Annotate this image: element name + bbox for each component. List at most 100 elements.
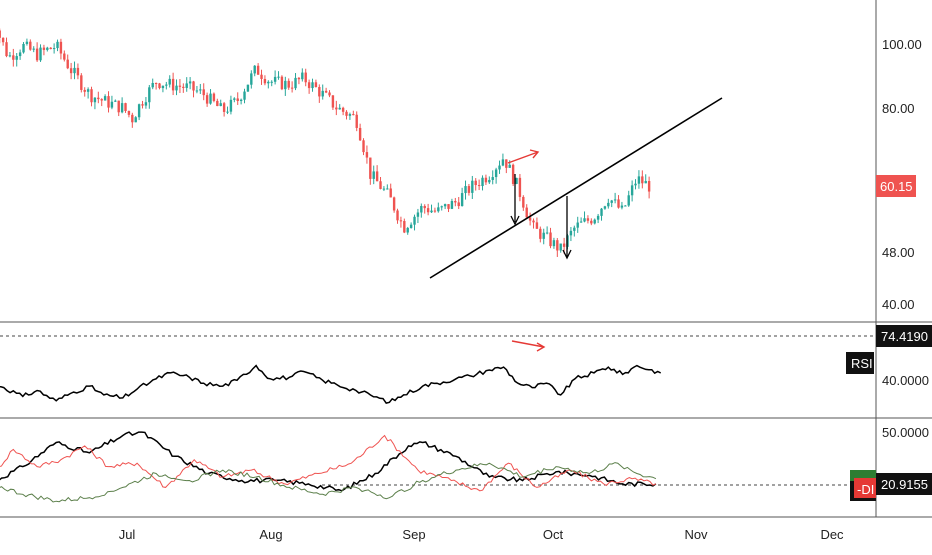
candle-body <box>392 197 396 211</box>
rsi-level-value: 74.4190 <box>881 329 928 344</box>
candle-body <box>277 76 280 78</box>
rsi-divergence-arrow <box>511 340 546 352</box>
candle-body <box>222 103 226 112</box>
candle-body <box>0 30 1 38</box>
candle-body <box>199 89 202 91</box>
candle-body <box>59 41 63 54</box>
candle-body <box>100 99 103 101</box>
price-axis: 100.00 80.00 48.00 40.00 <box>882 37 922 312</box>
candle-body <box>46 47 49 50</box>
candle-body <box>141 104 144 106</box>
candle-body <box>270 81 273 83</box>
candle-body <box>273 76 277 82</box>
candle-body <box>287 80 290 88</box>
candle-body <box>637 176 641 184</box>
candle-body <box>205 95 209 104</box>
candle-body <box>90 89 93 103</box>
candle-body <box>579 221 583 223</box>
candle-body <box>348 114 352 116</box>
time-axis: Jul Aug Sep Oct Nov Dec <box>119 527 844 542</box>
candle-body <box>338 107 341 110</box>
price-tick-label: 100.00 <box>882 37 922 52</box>
candle-body <box>137 104 141 118</box>
candle-body <box>522 196 525 208</box>
candle-body <box>171 78 175 91</box>
candle-body <box>263 78 267 84</box>
candle-body <box>528 217 532 221</box>
candle-body <box>331 95 335 108</box>
candle-body <box>386 188 389 190</box>
candle-body <box>219 103 222 107</box>
candle-body <box>318 86 321 97</box>
candle-body <box>644 181 647 184</box>
candle-body <box>280 76 284 90</box>
candle-body <box>593 219 596 224</box>
candle-body <box>324 90 328 93</box>
candle-body <box>399 220 403 222</box>
candle-body <box>423 205 426 209</box>
candle-body <box>165 84 168 86</box>
candle-body <box>209 93 212 104</box>
time-tick-label: Dec <box>820 527 844 542</box>
last-price-badge <box>876 175 916 197</box>
candle-body <box>161 85 165 89</box>
dmi-current-value: 20.9155 <box>881 477 928 492</box>
candle-body <box>467 186 471 193</box>
candle-body <box>345 111 348 116</box>
candle-body <box>389 188 392 198</box>
candle-body <box>362 140 365 153</box>
candle-body <box>600 208 603 216</box>
candle-body <box>182 86 185 88</box>
time-tick-label: Nov <box>684 527 708 542</box>
candle-body <box>365 152 369 158</box>
candle-body <box>216 100 219 107</box>
candle-body <box>22 43 25 53</box>
last-price-label: 60.15 <box>880 179 913 194</box>
candle-body <box>256 65 260 75</box>
candle-body <box>457 202 460 207</box>
candle-body <box>583 218 586 222</box>
candle-body <box>545 232 549 234</box>
candle-body <box>484 177 488 183</box>
candle-body <box>12 55 15 60</box>
candle-body <box>508 164 511 168</box>
candle-body <box>114 100 117 102</box>
candle-body <box>379 181 382 189</box>
candle-body <box>18 52 22 57</box>
candle-body <box>396 210 399 221</box>
candle-body <box>80 75 83 90</box>
candle-body <box>590 220 593 224</box>
candle-body <box>613 199 617 201</box>
price-tick-label: 48.00 <box>882 245 915 260</box>
candle-body <box>192 81 195 91</box>
candle-body <box>63 53 66 60</box>
candle-body <box>518 177 522 197</box>
candle-body <box>86 89 90 92</box>
candlestick-series <box>0 28 651 257</box>
candle-body <box>131 114 134 123</box>
candle-body <box>212 93 216 101</box>
plus-di-badge <box>850 470 876 481</box>
candle-body <box>433 210 437 212</box>
candle-body <box>426 208 430 213</box>
candle-body <box>450 201 454 209</box>
candle-body <box>25 41 29 44</box>
candle-body <box>93 97 97 103</box>
candle-body <box>73 67 76 74</box>
candle-body <box>539 228 542 239</box>
candle-body <box>532 220 535 223</box>
candle-body <box>471 180 474 193</box>
candle-body <box>168 78 171 85</box>
candle-body <box>321 90 324 97</box>
time-tick-label: Aug <box>259 527 282 542</box>
candle-body <box>314 82 318 87</box>
arrow-down-target <box>562 196 572 260</box>
candle-body <box>239 99 243 101</box>
candle-body <box>549 232 552 247</box>
rsi-level-badge <box>876 325 932 347</box>
dmi-series <box>0 431 657 503</box>
dmi-series-line <box>0 462 657 503</box>
candle-body <box>297 77 301 80</box>
